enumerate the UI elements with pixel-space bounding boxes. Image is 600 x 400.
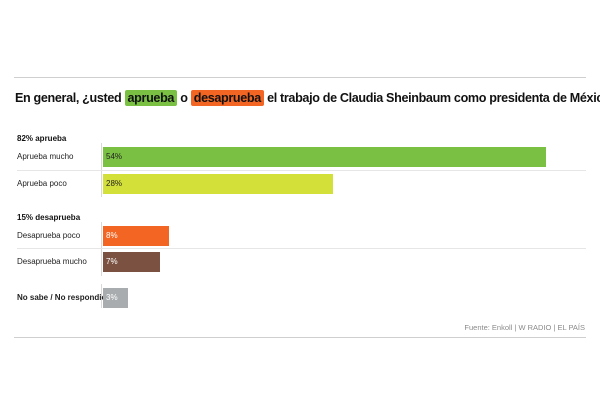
bar-aprueba-poco	[103, 174, 333, 194]
group-label-aprueba: 82% aprueba	[17, 134, 67, 143]
category-label-no-sabe: No sabe / No respondió	[17, 293, 107, 302]
value-label-aprueba-mucho: 54%	[106, 152, 123, 161]
title-text-after: el trabajo de Claudia Sheinbaum como pre…	[263, 91, 600, 105]
title-text-before: En general, ¿usted	[15, 91, 125, 105]
value-label-aprueba-poco: 28%	[106, 179, 123, 188]
title-text-mid: o	[177, 91, 191, 105]
bottom-divider	[14, 337, 586, 338]
axis-line-nosabe	[101, 284, 102, 308]
title-highlight-aprueba: aprueba	[124, 90, 178, 106]
bar-no-sabe	[103, 288, 128, 308]
title-highlight-desaprueba: desaprueba	[190, 90, 264, 106]
row-divider	[17, 248, 586, 249]
group-label-desaprueba: 15% desaprueba	[17, 213, 81, 222]
source-note: Fuente: Enkoll | W RADIO | EL PAÍS	[464, 323, 585, 332]
bar-desaprueba-mucho	[103, 252, 161, 272]
chart-title: En general, ¿usted aprueba o desaprueba …	[15, 90, 600, 106]
category-label-aprueba-poco: Aprueba poco	[17, 179, 67, 188]
bar-aprueba-mucho	[103, 147, 546, 167]
axis-line-desaprueba	[101, 222, 102, 276]
category-label-desaprueba-poco: Desaprueba poco	[17, 231, 81, 240]
category-label-aprueba-mucho: Aprueba mucho	[17, 152, 74, 161]
value-label-no-sabe: 3%	[106, 293, 118, 302]
row-divider	[17, 170, 586, 171]
category-label-desaprueba-mucho: Desaprueba mucho	[17, 257, 87, 266]
bar-desaprueba-poco	[103, 226, 169, 246]
value-label-desaprueba-mucho: 7%	[106, 257, 118, 266]
value-label-desaprueba-poco: 8%	[106, 231, 118, 240]
top-divider	[14, 77, 586, 78]
